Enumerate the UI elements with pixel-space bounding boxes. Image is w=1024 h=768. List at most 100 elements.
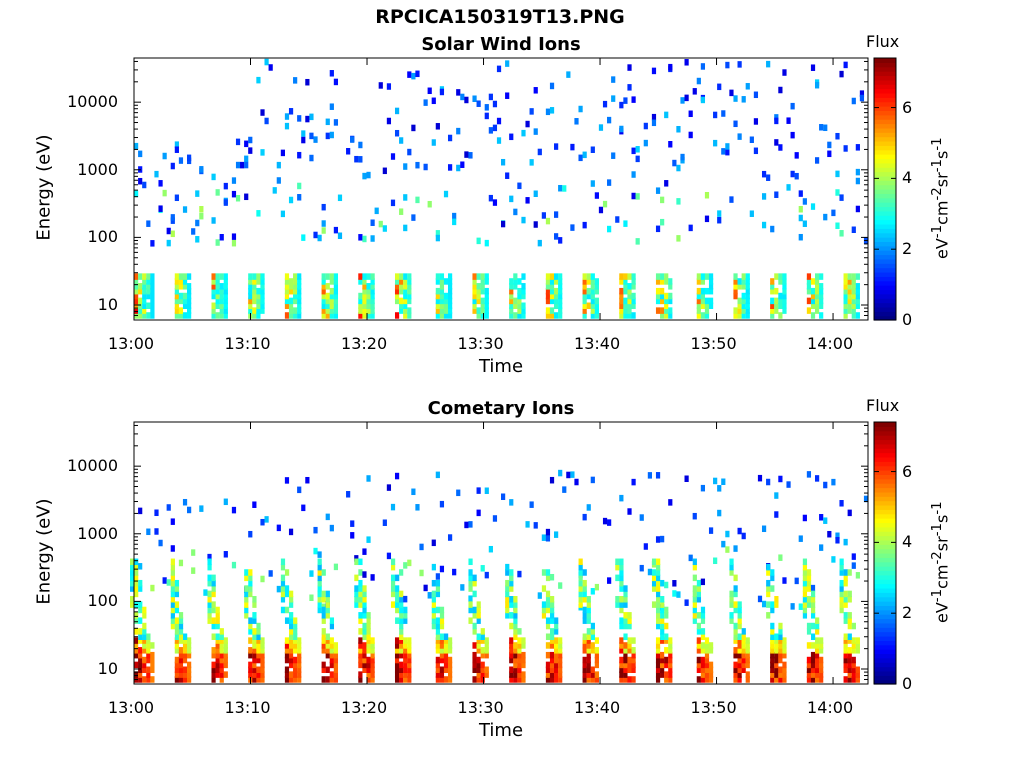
heatmap-cell xyxy=(170,214,175,221)
heatmap-cell xyxy=(806,642,812,649)
heatmap-cell xyxy=(733,647,738,654)
heatmap-cell xyxy=(142,622,147,630)
heatmap-cell xyxy=(284,312,290,319)
heatmap-cell xyxy=(815,617,820,624)
heatmap-cell xyxy=(399,283,404,290)
colorbar-segment xyxy=(874,97,896,103)
heatmap-cell xyxy=(664,612,669,619)
colorbar-segment xyxy=(874,448,896,454)
heatmap-cell xyxy=(700,606,706,614)
heatmap-cell xyxy=(708,666,714,674)
heatmap-cell xyxy=(407,647,412,654)
heatmap-cell xyxy=(260,671,265,678)
colorbar-segment xyxy=(874,548,896,554)
heatmap-cell xyxy=(370,287,375,295)
heatmap-cell xyxy=(586,606,591,614)
heatmap-cell xyxy=(439,312,445,319)
heatmap-cell xyxy=(264,516,269,523)
heatmap-cell xyxy=(660,633,665,640)
heatmap-cell xyxy=(790,170,795,178)
heatmap-cell xyxy=(782,577,787,584)
heatmap-cell xyxy=(407,148,412,156)
heatmap-cell xyxy=(435,471,440,479)
heatmap-cell xyxy=(390,503,396,511)
heatmap-cell xyxy=(403,283,408,290)
heatmap-cell xyxy=(549,283,555,290)
heatmap-cell xyxy=(260,273,265,280)
heatmap-cell xyxy=(174,579,180,587)
heatmap-cell xyxy=(256,302,261,310)
heatmap-cell xyxy=(664,622,669,630)
heatmap-cell xyxy=(843,278,848,285)
heatmap-cell xyxy=(541,606,547,614)
heatmap-cell xyxy=(215,633,220,640)
heatmap-cell xyxy=(778,633,783,640)
heatmap-cell xyxy=(578,154,583,162)
heatmap-cell xyxy=(354,585,359,592)
heatmap-cell xyxy=(187,297,192,305)
heatmap-cell xyxy=(851,661,856,669)
heatmap-cell xyxy=(476,287,481,295)
heatmap-cell xyxy=(521,661,526,669)
heatmap-cell xyxy=(333,647,339,654)
heatmap-cell xyxy=(260,642,265,649)
heatmap-cell xyxy=(586,642,591,649)
heatmap-cell xyxy=(354,155,359,163)
heatmap-cell xyxy=(549,666,555,674)
heatmap-cell xyxy=(851,307,856,314)
heatmap-cell xyxy=(558,666,563,674)
heatmap-cell xyxy=(582,297,587,305)
heatmap-cell xyxy=(142,647,147,654)
heatmap-cell xyxy=(142,278,147,285)
heatmap-cell xyxy=(696,307,701,314)
heatmap-cell xyxy=(476,273,481,280)
heatmap-cell xyxy=(484,287,489,295)
heatmap-cell xyxy=(814,651,820,659)
colorbar-segment xyxy=(874,644,896,650)
heatmap-cell xyxy=(317,606,322,614)
heatmap-cell xyxy=(178,622,184,630)
heatmap-cell xyxy=(521,287,526,295)
heatmap-cell xyxy=(476,307,481,314)
heatmap-cell xyxy=(766,563,771,571)
heatmap-cell xyxy=(378,82,383,89)
heatmap-cell xyxy=(660,287,665,295)
heatmap-cell xyxy=(464,96,469,104)
x-tick-label: 13:10 xyxy=(224,334,271,353)
heatmap-cell xyxy=(533,221,538,228)
colorbar-segment xyxy=(874,439,896,445)
heatmap-cell xyxy=(480,273,485,280)
heatmap-cell xyxy=(431,579,436,587)
heatmap-cell xyxy=(452,218,457,226)
heatmap-cell xyxy=(545,574,551,582)
heatmap-cell xyxy=(207,590,212,598)
heatmap-cell xyxy=(390,558,396,566)
heatmap-cell xyxy=(590,287,595,295)
heatmap-cell xyxy=(509,601,514,608)
heatmap-cell xyxy=(215,278,220,285)
heatmap-cell xyxy=(138,617,143,624)
heatmap-cell xyxy=(321,612,326,619)
colorbar-segment xyxy=(874,535,896,541)
heatmap-cell xyxy=(692,612,697,619)
heatmap-cell xyxy=(280,596,286,603)
heatmap-cell xyxy=(178,297,184,305)
heatmap-cell xyxy=(513,676,518,683)
heatmap-cell xyxy=(231,506,237,514)
heatmap-cell xyxy=(280,585,286,592)
heatmap-cell xyxy=(431,97,436,105)
colorbar-segment xyxy=(874,293,896,299)
heatmap-cell xyxy=(248,579,253,587)
heatmap-cell xyxy=(366,312,371,319)
heatmap-cell xyxy=(774,302,779,310)
heatmap-cell xyxy=(582,633,587,640)
heatmap-cell xyxy=(770,666,775,674)
heatmap-cell xyxy=(435,573,440,580)
heatmap-cell xyxy=(582,283,587,290)
heatmap-cell xyxy=(708,278,714,285)
heatmap-cell xyxy=(631,676,636,683)
heatmap-cell xyxy=(607,577,612,584)
heatmap-cell xyxy=(835,537,840,544)
heatmap-cell xyxy=(590,671,595,678)
heatmap-cell xyxy=(468,601,473,608)
